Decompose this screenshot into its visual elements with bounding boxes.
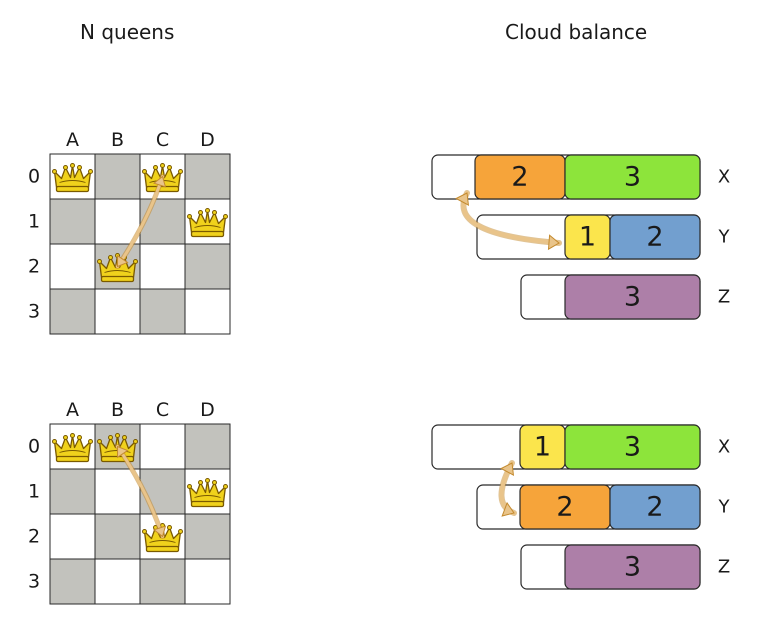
board-cell-dark [139,198,186,245]
board-cell-light [184,288,231,335]
computer-label: Y [718,227,731,248]
arrowhead [500,462,515,477]
process-block [609,484,701,530]
process-block [564,544,701,590]
column-label: B [111,399,124,421]
board-cell-dark [94,513,141,560]
chess-board [49,423,231,605]
row-label: 2 [28,526,40,548]
process-size: 2 [646,222,663,253]
board-cell-dark [139,288,186,335]
board-cell-light [49,513,96,560]
computer-label: Z [718,287,730,308]
process-size: 3 [624,282,641,313]
arrowhead [152,525,167,538]
process-size: 3 [624,162,641,193]
computer-label: Z [718,557,730,578]
row-label: 1 [28,211,40,233]
nqueens-title: N queens [80,20,175,44]
process-size: 3 [624,552,641,583]
process-size: 2 [646,492,663,523]
process-block [564,424,701,470]
board-cell-dark [184,513,231,560]
computer-label: X [718,167,730,188]
board-cell-dark [49,558,96,605]
board-cell-dark [184,243,231,290]
process-size: 2 [556,492,573,523]
board-cell-dark [139,468,186,515]
row-label: 0 [28,166,40,188]
board-cell-light [49,243,96,290]
arrowhead [116,445,129,459]
board-cell-light [139,243,186,290]
arrowhead [152,175,167,188]
cloud-scene [431,424,701,590]
process-block [609,214,701,260]
arrowhead [116,254,129,268]
column-label: B [111,129,124,151]
column-label: C [156,129,169,151]
chess-board [49,153,231,335]
process-size: 2 [511,162,528,193]
column-label: C [156,399,169,421]
row-label: 3 [28,571,40,593]
process-size: 1 [579,222,596,253]
computer-label: Y [718,497,731,518]
cloud-scene [431,154,701,320]
board-cell-light [139,423,186,470]
board-cell-dark [49,198,96,245]
move-arrow [116,445,164,538]
process-size: 1 [534,432,551,463]
arrowhead [547,234,560,251]
row-label: 2 [28,256,40,278]
process-block [564,274,701,320]
arrowhead [455,192,470,207]
row-label: 3 [28,301,40,323]
arrowhead [501,501,515,517]
board-cell-dark [139,558,186,605]
board-cell-dark [49,288,96,335]
column-label: A [66,129,79,151]
board-cell-light [94,288,141,335]
column-label: A [66,399,79,421]
board-cell-dark [184,153,231,200]
row-label: 0 [28,436,40,458]
move-arrow [116,175,164,268]
board-cell-dark [94,153,141,200]
column-label: D [200,399,215,421]
cloud-balance-title: Cloud balance [505,20,648,44]
process-block [564,154,701,200]
board-cell-dark [184,423,231,470]
column-label: D [200,129,215,151]
board-cell-dark [49,468,96,515]
row-label: 1 [28,481,40,503]
board-cell-light [94,558,141,605]
computer-label: X [718,437,730,458]
process-size: 3 [624,432,641,463]
board-cell-light [184,558,231,605]
board-cell-light [94,468,141,515]
